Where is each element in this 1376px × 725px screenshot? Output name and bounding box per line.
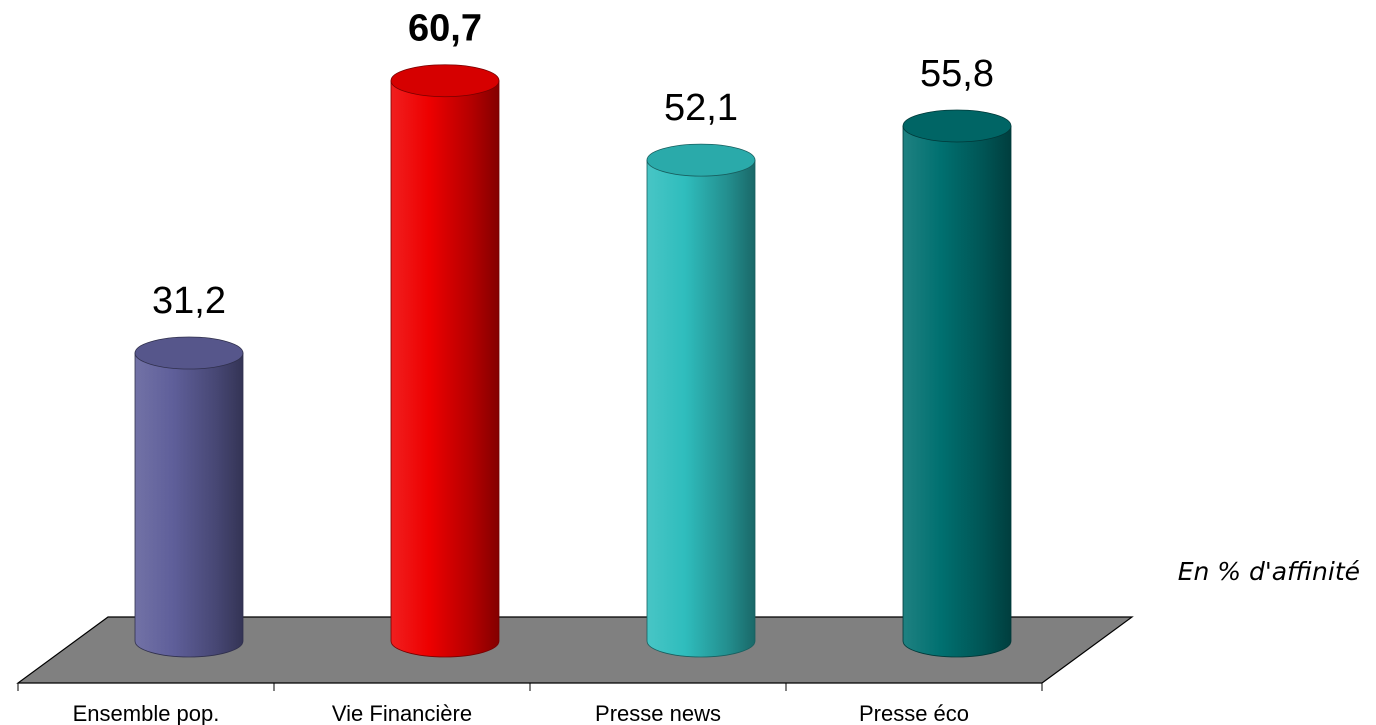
value-labels: 31,2 60,7 52,1 55,8 [152, 8, 994, 322]
bar-top [646, 143, 756, 177]
chart-annotation: En % d'affinité [1178, 557, 1360, 586]
value-label: 52,1 [664, 87, 738, 129]
category-label: Presse éco [859, 701, 969, 725]
bar [646, 143, 756, 658]
value-label: 60,7 [408, 8, 482, 50]
bar-top [134, 336, 244, 370]
bar-body [902, 125, 1012, 658]
bar-body [134, 352, 244, 658]
value-label: 55,8 [920, 53, 994, 95]
bar [902, 109, 1012, 658]
bar-body [390, 80, 500, 658]
x-axis-ticks [17, 683, 1043, 691]
bar [134, 336, 244, 658]
category-label: Presse news [595, 701, 721, 725]
bars [134, 64, 1012, 658]
value-label: 31,2 [152, 280, 226, 322]
bar-body [646, 159, 756, 658]
category-label: Ensemble pop. [73, 701, 220, 725]
bar [390, 64, 500, 658]
category-label: Vie Financière [332, 701, 472, 725]
bar-top [390, 64, 500, 98]
bar-top [902, 109, 1012, 143]
category-labels: Ensemble pop. Vie Financière Presse news Pr… [73, 701, 969, 725]
